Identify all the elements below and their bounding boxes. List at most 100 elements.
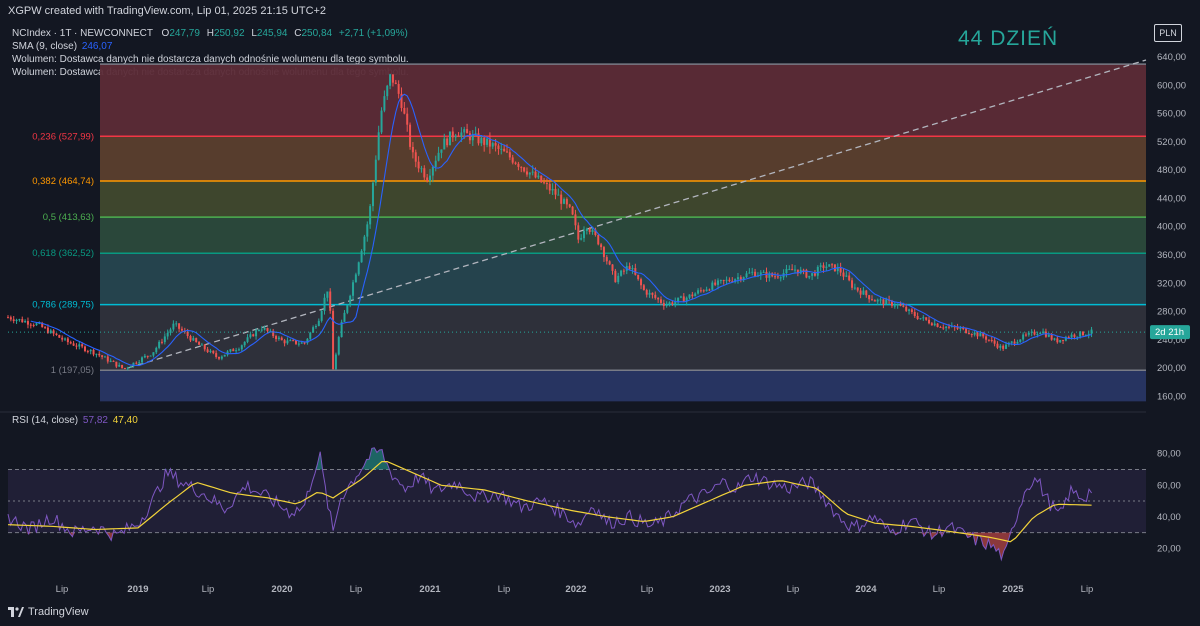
day-badge: 44 DZIEŃ — [958, 27, 1059, 50]
rsi-ma-value: 47,40 — [112, 415, 138, 426]
candle-body — [648, 292, 651, 295]
candle-body — [437, 152, 440, 161]
candle-body — [314, 325, 317, 328]
rsi-band — [8, 469, 1146, 533]
currency-button[interactable]: PLN — [1154, 24, 1182, 42]
candle-body — [640, 279, 643, 286]
candle-body — [192, 338, 195, 341]
candle-body — [993, 340, 996, 344]
fibonacci-retracement[interactable]: 0,236 (527,99) 0,382 (464,74) 0,5 (413,63)… — [32, 63, 1146, 402]
candle-body — [103, 356, 106, 358]
candle-body — [620, 270, 623, 276]
candle-body — [905, 306, 908, 311]
price-tick-label: 440,00 — [1157, 193, 1186, 204]
candle-body — [320, 310, 323, 321]
candle-body — [1067, 337, 1070, 339]
close-value: 250,84 — [301, 28, 333, 39]
candle-body — [979, 333, 982, 337]
candle-body — [377, 132, 380, 160]
candle-body — [226, 351, 229, 355]
candle-body — [985, 336, 988, 340]
candle-body — [266, 328, 269, 332]
candle-body — [101, 355, 104, 357]
candle-body — [460, 132, 463, 137]
tradingview-logo[interactable]: TradingView — [8, 606, 89, 618]
candle-body — [383, 96, 386, 111]
fib-level-label: 0,382 (464,74) — [32, 176, 94, 187]
candle-body — [317, 320, 320, 326]
candle-body — [371, 182, 374, 207]
candle-body — [186, 331, 189, 337]
candle-body — [574, 214, 577, 226]
candle-body — [260, 329, 263, 331]
candle-body — [483, 137, 486, 145]
candle-body — [198, 342, 201, 345]
price-tick-label: 600,00 — [1157, 80, 1186, 91]
candle-body — [930, 323, 933, 326]
rsi-legend[interactable]: RSI (14, close) 57,82 47,40 — [12, 414, 138, 427]
candle-body — [594, 229, 597, 235]
candle-body — [1013, 341, 1016, 344]
candle-body — [406, 113, 409, 125]
candle-body — [882, 299, 885, 305]
candle-body — [796, 269, 799, 274]
rsi-oversold-fill — [8, 532, 1092, 560]
trend-line[interactable] — [127, 59, 1147, 369]
candle-body — [1079, 331, 1082, 337]
candle-body — [1027, 332, 1030, 335]
candle-body — [380, 110, 383, 133]
symbol-name[interactable]: NCIndex · 1T · NEWCONNECT — [12, 28, 153, 39]
rsi-ma-line — [7, 461, 1092, 543]
candle-body — [423, 168, 426, 178]
candle-body — [397, 83, 400, 94]
brand-name: TradingView — [28, 606, 89, 618]
fib-level-label: 0,618 (362,52) — [32, 248, 94, 259]
candle-body — [252, 334, 255, 337]
sma-path — [30, 93, 1092, 367]
candle-body — [825, 266, 828, 268]
candle-body — [525, 171, 528, 175]
candle-body — [582, 230, 585, 239]
rsi-axis[interactable]: 80,00 60,00 40,00 20,00 — [1157, 449, 1181, 555]
candle-body — [343, 312, 346, 322]
candle-body — [859, 290, 862, 295]
candle-body — [697, 290, 700, 294]
time-axis[interactable]: Lip 2019 Lip 2020 Lip 2021 Lip 2022 Lip 2023 Lip 20… — [56, 584, 1094, 595]
candle-body — [577, 225, 580, 240]
candle-body — [745, 273, 748, 278]
candle-body — [306, 338, 309, 343]
candle-body — [691, 294, 694, 297]
price-axis[interactable]: 640,00 600,00 560,00 520,00 480,00 440,00 400,… — [1150, 52, 1190, 402]
candle-body — [172, 323, 175, 330]
candle-body — [685, 297, 688, 302]
candle-body — [588, 228, 591, 232]
candle-body — [508, 152, 511, 158]
candle-body — [565, 199, 568, 205]
candle-body — [831, 264, 834, 266]
candle-body — [86, 351, 89, 353]
candle-body — [591, 229, 594, 232]
candle-body — [394, 82, 397, 84]
candle-body — [95, 353, 98, 355]
candle-body — [35, 323, 38, 326]
candle-body — [1073, 334, 1076, 337]
candle-body — [166, 332, 169, 337]
candle-body — [919, 318, 922, 320]
candle-body — [24, 321, 27, 323]
candle-body — [26, 321, 29, 325]
low-label: L — [251, 28, 257, 39]
open-label: O — [161, 28, 170, 39]
sma-legend[interactable]: SMA (9, close) 246,07 — [12, 40, 112, 53]
candle-body — [44, 327, 47, 329]
candle-body — [890, 300, 893, 306]
candle-body — [628, 266, 631, 270]
candle-body — [66, 338, 69, 343]
candle-body — [674, 301, 677, 305]
candle-body — [873, 300, 876, 302]
candle-body — [833, 264, 836, 272]
candle-body — [1047, 334, 1050, 337]
candle-body — [471, 134, 474, 141]
candle-body — [246, 337, 249, 342]
candle-body — [500, 148, 503, 150]
